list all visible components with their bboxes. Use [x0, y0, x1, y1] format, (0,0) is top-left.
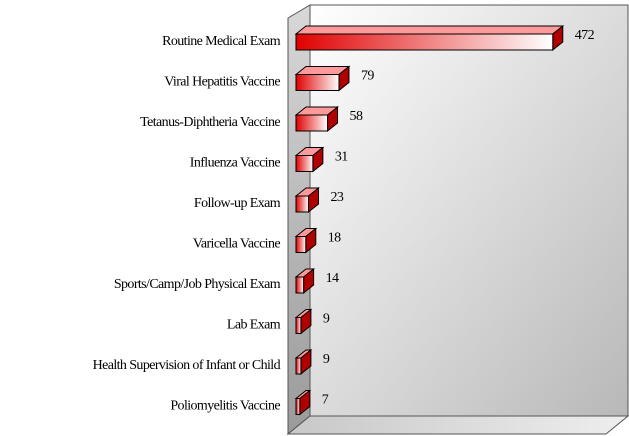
bar — [295, 398, 301, 415]
value-label: 31 — [335, 150, 348, 165]
category-label: Follow-up Exam — [194, 196, 281, 211]
bar — [295, 317, 302, 334]
bar — [295, 74, 340, 91]
value-label: 58 — [350, 109, 363, 124]
value-label: 7 — [322, 393, 329, 408]
bar — [295, 155, 314, 172]
category-label: Health Supervision of Infant or Child — [93, 358, 281, 373]
category-label: Varicella Vaccine — [193, 237, 280, 252]
category-label: Tetanus-Diphtheria Vaccine — [140, 115, 280, 130]
value-label: 472 — [575, 28, 595, 43]
category-label: Influenza Vaccine — [190, 156, 281, 171]
bar — [295, 114, 329, 132]
bar — [295, 357, 302, 375]
value-label: 79 — [361, 69, 374, 84]
category-label: Viral Hepatitis Vaccine — [164, 75, 280, 90]
bar — [295, 276, 305, 294]
category-label: Poliomyelitis Vaccine — [170, 399, 280, 414]
bar — [295, 33, 554, 51]
category-label: Sports/Camp/Job Physical Exam — [114, 277, 281, 292]
value-label: 9 — [323, 352, 330, 367]
bar-top — [294, 25, 565, 35]
value-label: 18 — [328, 231, 341, 246]
category-label: Lab Exam — [227, 318, 281, 333]
value-label: 14 — [326, 271, 339, 286]
value-label: 9 — [323, 312, 330, 327]
bar — [295, 195, 310, 213]
bar — [295, 236, 307, 253]
value-label: 23 — [331, 190, 344, 205]
floor — [286, 415, 629, 435]
category-label: Routine Medical Exam — [162, 34, 281, 49]
back-wall — [309, 4, 629, 417]
